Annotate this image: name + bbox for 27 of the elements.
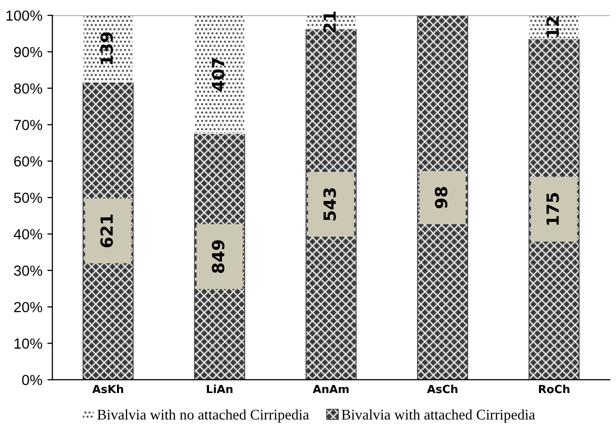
annotation: 621	[100, 214, 113, 248]
y-tick-label: 80%	[14, 83, 42, 94]
x-tick-label: LiAn	[206, 384, 232, 394]
legend-label: Bivalvia with attached Cirripedia	[342, 409, 536, 423]
annotation: 849	[212, 240, 224, 273]
x-tick-label: RoCh	[538, 384, 570, 394]
y-tick-label: 20%	[14, 302, 42, 312]
y-tick-label: 100%	[6, 10, 42, 21]
annotation: 175	[546, 192, 559, 225]
x-tick-label: AnAm	[312, 384, 349, 394]
y-tick-label: 60%	[14, 156, 42, 167]
annotation: 139	[100, 32, 113, 64]
x-tick-label: AsCh	[427, 384, 458, 394]
y-tick-label: 10%	[14, 338, 42, 349]
annotation: 543	[323, 188, 336, 220]
y-tick-label: 0%	[22, 374, 42, 386]
annotation: 12	[546, 16, 559, 37]
x-tick-label: AsKh	[92, 384, 124, 394]
y-tick-label: 30%	[14, 266, 42, 276]
annotation: 407	[212, 58, 224, 92]
y-tick-label: 70%	[14, 120, 42, 130]
y-tick-label: 40%	[14, 229, 42, 240]
y-tick-label: 50%	[14, 192, 42, 203]
annotation: 98	[434, 186, 448, 208]
annotation: 21	[323, 12, 336, 32]
y-tick-label: 90%	[14, 46, 42, 58]
legend-label: Bivalvia with no attached Cirripedia	[97, 409, 309, 423]
